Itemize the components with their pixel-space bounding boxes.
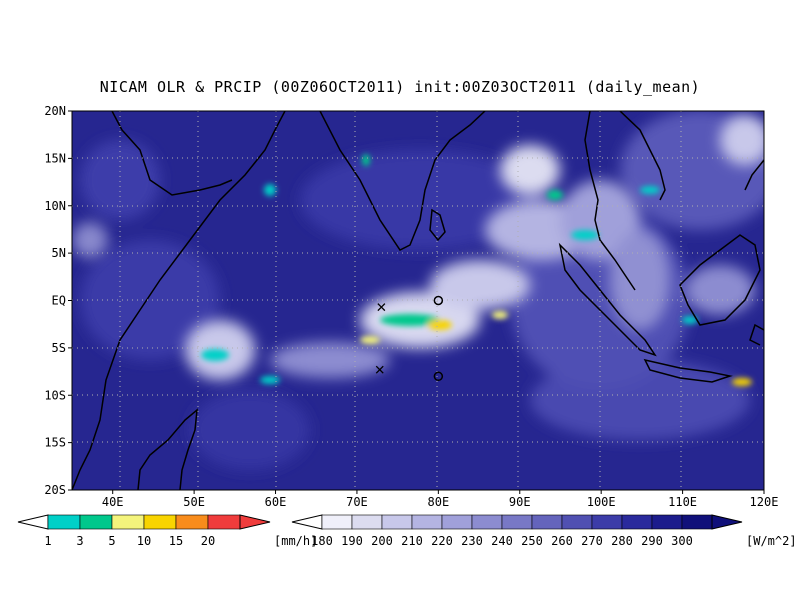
colorbar-swatch [531,514,563,530]
lon-label: 120E [750,495,779,509]
colorbar-tick-label: 210 [401,534,423,548]
lon-label: 70E [346,495,368,509]
colorbar-tick-label: 180 [311,534,333,548]
colorbar-unit: [mm/h] [274,534,317,548]
colorbar-swatch [143,514,177,530]
lat-label: 15N [44,151,66,165]
colorbar-tick-label: 5 [108,534,115,548]
colorbar-over-arrow [711,514,743,530]
colorbar-tick-label: 260 [551,534,573,548]
colorbar-swatch [79,514,113,530]
olr-colorbar: 180 190 200 210 220 230 240 250 260 270 280 290 300 [… [291,514,797,548]
x-marker [377,303,386,312]
colorbar-unit: [W/m^2] [746,534,797,548]
map-title: NICAM OLR & PRCIP (00Z06OCT2011) init:00… [99,78,701,96]
colorbar-swatch [111,514,145,530]
o-marker [433,295,444,306]
lat-label: 5N [52,246,66,260]
lat-label: 10S [44,388,66,402]
lon-label: 90E [509,495,531,509]
lat-label: 15S [44,436,66,450]
colorbar-under-arrow [17,514,49,530]
o-marker [433,371,444,382]
colorbar-swatch [381,514,413,530]
colorbar-swatch [561,514,593,530]
colorbar-tick-label: 270 [581,534,603,548]
lon-label: 50E [183,495,205,509]
colorbar-swatch [471,514,503,530]
colorbar-swatch [411,514,443,530]
colorbar-swatch [591,514,623,530]
site-markers [375,295,444,382]
colorbar-tick-label: 15 [169,534,183,548]
lon-label: 60E [265,495,287,509]
colorbar-swatch [441,514,473,530]
colorbar-tick-label: 290 [641,534,663,548]
graticule [72,111,764,490]
colorbar-tick-label: 1 [44,534,51,548]
colorbar-swatch [321,514,353,530]
olr-field [72,111,764,490]
colorbar-tick-label: 250 [521,534,543,548]
colorbar-swatch [207,514,241,530]
lat-label: 20N [44,104,66,118]
colorbar-swatch [47,514,81,530]
colorbar-swatch [651,514,683,530]
lat-label: 10N [44,199,66,213]
colorbar-swatch [351,514,383,530]
colorbar-tick-label: 10 [137,534,151,548]
lon-label: 80E [428,495,450,509]
colorbar-tick-label: 190 [341,534,363,548]
colorbar-tick-label: 20 [201,534,215,548]
colorbar-over-arrow [239,514,271,530]
colorbar-tick-label: 280 [611,534,633,548]
colorbar-tick-label: 3 [76,534,83,548]
lat-label: EQ [52,294,66,308]
lon-label: 40E [102,495,124,509]
colorbar-swatch [681,514,713,530]
colorbar-tick-label: 220 [431,534,453,548]
colorbar-tick-label: 300 [671,534,693,548]
x-marker [375,365,384,374]
colorbar-swatch [501,514,533,530]
colorbar-tick-label: 230 [461,534,483,548]
colorbar-swatch [621,514,653,530]
colorbar-swatch [175,514,209,530]
precip-colorbar: 1 3 5 10 15 20 [mm/h] [17,514,317,548]
colorbar-under-arrow [291,514,323,530]
coastlines [72,111,764,490]
colorbar-tick-label: 240 [491,534,513,548]
colorbar-tick-label: 200 [371,534,393,548]
lon-label: 110E [668,495,697,509]
lat-label: 5S [52,341,66,355]
lat-label: 20S [44,483,66,497]
lon-axis-labels: 40E 50E 60E 70E 80E 90E 100E 110E 120E [102,490,779,509]
lat-axis-labels: 20N 15N 10N 5N EQ 5S 10S 15S 20S [44,104,72,497]
lon-label: 100E [587,495,616,509]
